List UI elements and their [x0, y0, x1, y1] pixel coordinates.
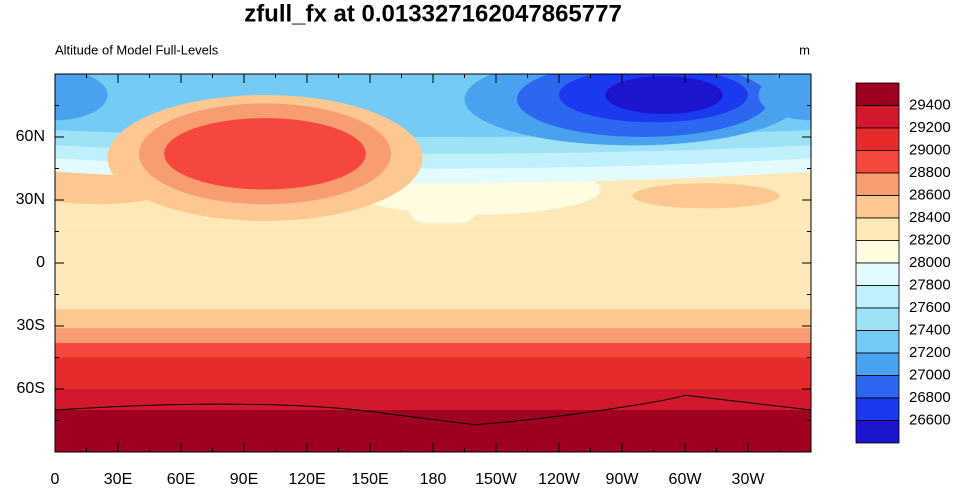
field-band: [55, 342, 811, 358]
colorbar-label: 28400: [909, 209, 951, 226]
y-tick-label: 30N: [16, 191, 45, 208]
field-region: [605, 76, 723, 114]
colorbar-label: 27400: [909, 321, 951, 338]
x-tick-label: 120E: [288, 471, 325, 488]
title: zfull_fx at 0.013327162047865777: [244, 0, 622, 27]
x-tick-label: 150W: [475, 471, 518, 488]
colorbar-box: [855, 105, 900, 129]
colorbar-box: [855, 375, 900, 399]
field-band: [55, 389, 811, 410]
colorbar-box: [855, 262, 900, 286]
x-tick-label: 90E: [230, 471, 258, 488]
colorbar-label: 28600: [909, 186, 951, 203]
colorbar-label: 28000: [909, 254, 951, 271]
x-tick-label: 30W: [732, 471, 766, 488]
colorbar-label: 27600: [909, 299, 951, 316]
colorbar-label: 28800: [909, 164, 951, 181]
colorbar-box: [855, 285, 900, 309]
colorbar-label: 29000: [909, 141, 951, 158]
field-region: [758, 74, 811, 121]
colorbar-label: 29200: [909, 119, 951, 136]
colorbar-box: [855, 172, 900, 196]
colorbar-label: 27800: [909, 276, 951, 293]
colorbar-box: [855, 330, 900, 354]
contour-field: [55, 74, 811, 452]
colorbar-box: [855, 307, 900, 331]
x-tick-label: 120W: [538, 471, 581, 488]
x-tick-label: 30E: [104, 471, 132, 488]
y-tick-label: 60N: [16, 128, 45, 145]
field-band: [55, 309, 811, 329]
colorbar-box: [855, 420, 900, 444]
colorbar-label: 28200: [909, 231, 951, 248]
colorbar-box: [855, 82, 900, 106]
field-band: [55, 328, 811, 343]
colorbar-label: 26800: [909, 389, 951, 406]
x-tick-label: 60E: [167, 471, 195, 488]
y-tick-label: 0: [36, 254, 45, 271]
coastline: [55, 394, 811, 426]
y-tick-label: 30S: [17, 317, 45, 334]
colorbar-box: [855, 240, 900, 264]
colorbar-box: [855, 397, 900, 421]
field-region: [407, 183, 478, 224]
colorbar-box: [855, 127, 900, 151]
colorbar-label: 27000: [909, 366, 951, 383]
x-tick-label: 60W: [669, 471, 703, 488]
colorbar-box: [855, 150, 900, 174]
field-region: [164, 118, 366, 190]
x-tick-label: 90W: [606, 471, 640, 488]
y-tick-label: 60S: [17, 380, 45, 397]
colorbar-label: 29400: [909, 96, 951, 113]
field-region: [632, 183, 780, 209]
colorbar-box: [855, 217, 900, 241]
colorbar-box: [855, 195, 900, 219]
x-tick-label: 150E: [351, 471, 388, 488]
field-band: [55, 357, 811, 389]
colorbar-label: 26600: [909, 411, 951, 428]
left-string: Altitude of Model Full-Levels: [55, 42, 219, 57]
field-band: [55, 225, 811, 293]
x-tick-label: 0: [51, 471, 60, 488]
right-string: m: [799, 42, 810, 57]
colorbar-box: [855, 352, 900, 376]
field-band: [55, 292, 811, 310]
field-region: [55, 74, 108, 121]
colorbar-label: 27200: [909, 344, 951, 361]
x-tick-label: 180: [420, 471, 447, 488]
